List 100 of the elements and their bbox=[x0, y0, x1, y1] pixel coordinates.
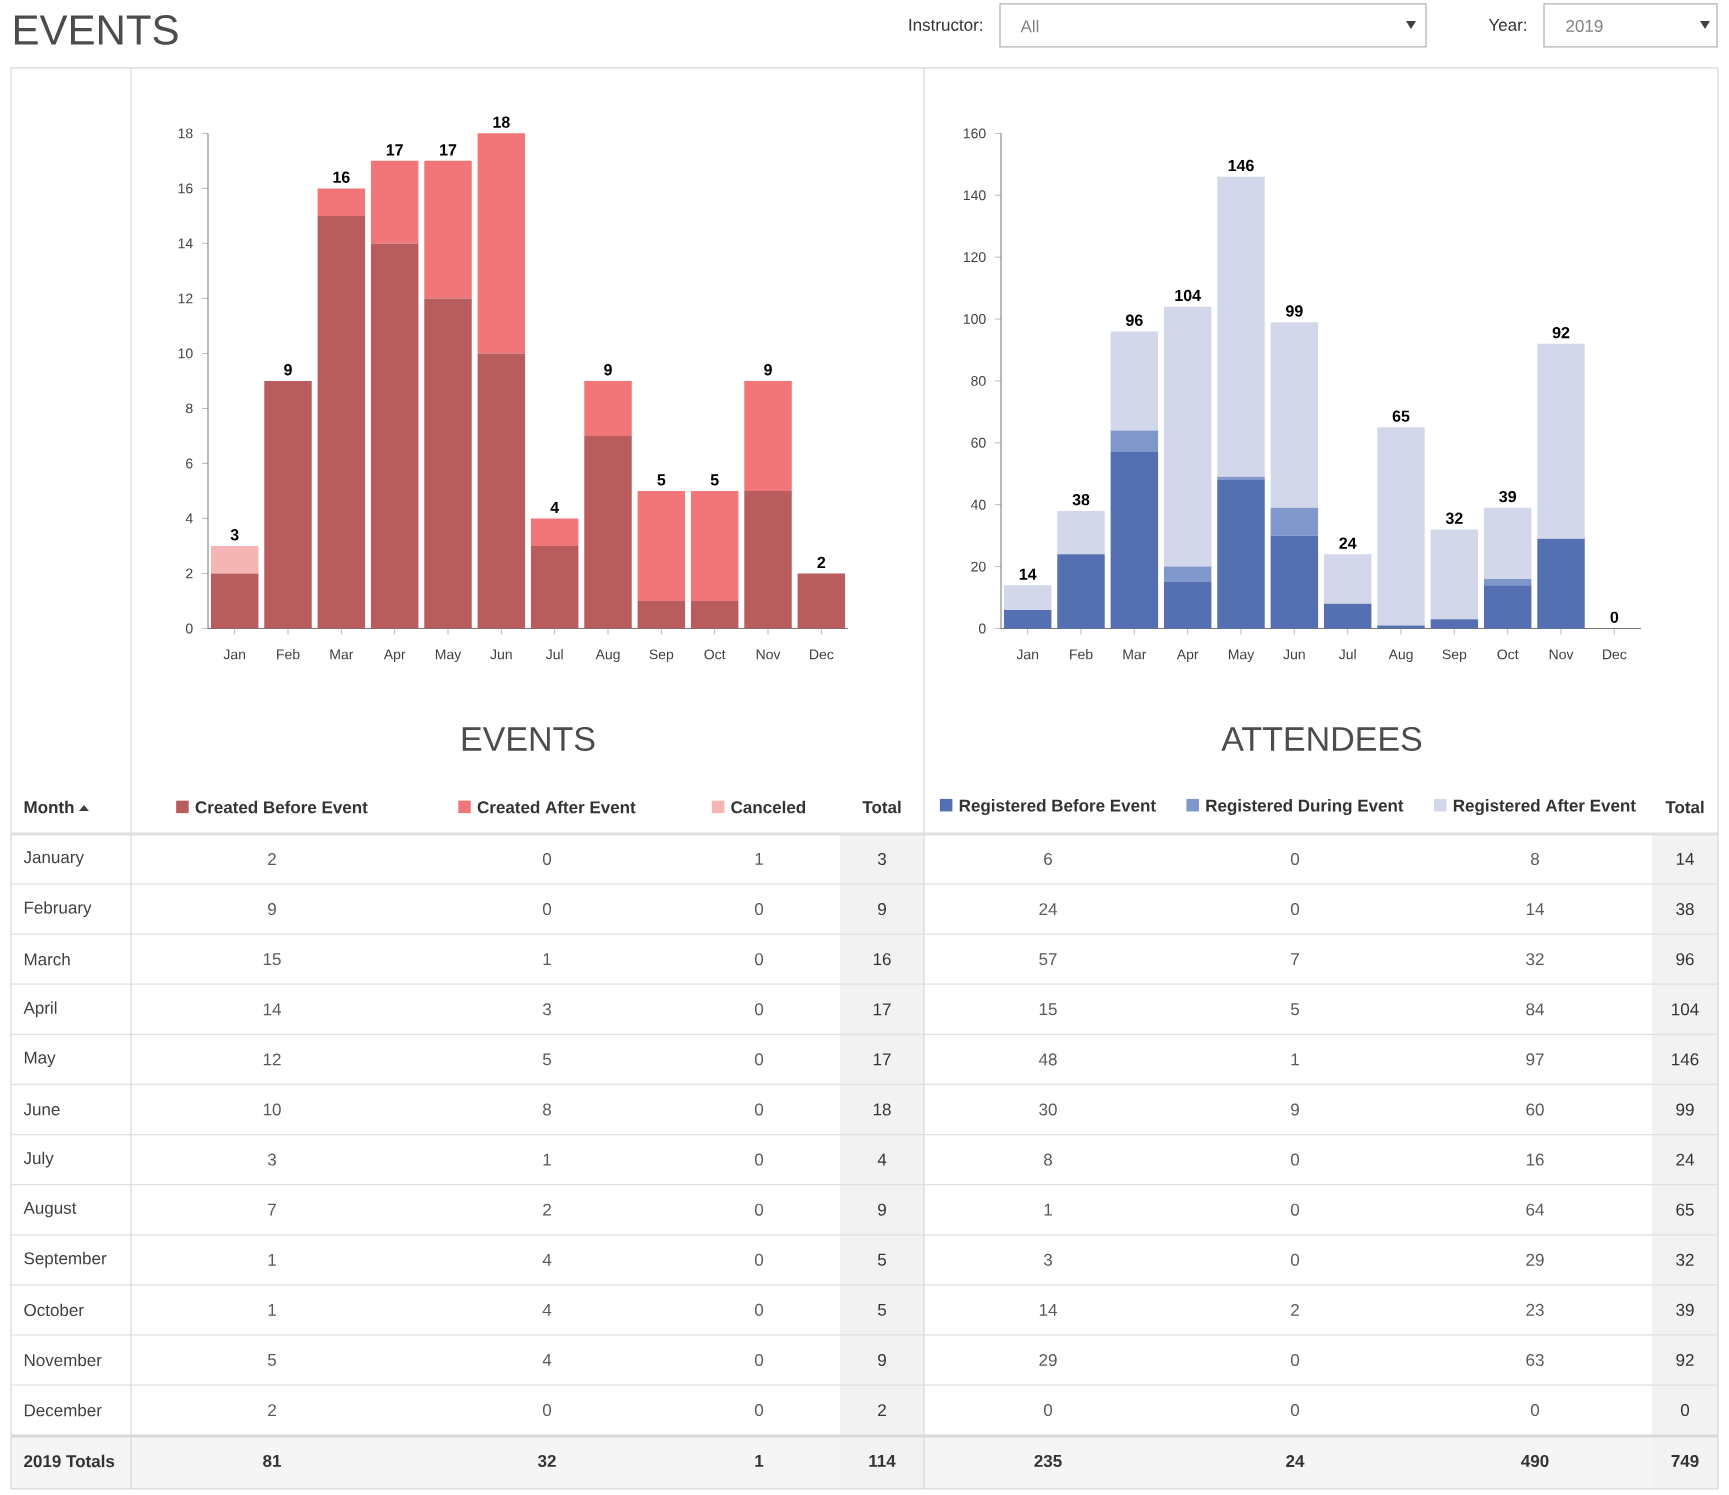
text: 8 bbox=[1531, 852, 1540, 865]
text: 14 bbox=[263, 1003, 281, 1016]
x-tick-label: Jan bbox=[1016, 649, 1039, 660]
text: 14 bbox=[1526, 903, 1544, 915]
total-label: 18 bbox=[493, 116, 510, 128]
total-label: 16 bbox=[333, 171, 350, 183]
x-tick-label: May bbox=[1228, 649, 1255, 663]
text: 17 bbox=[873, 1003, 891, 1016]
bar bbox=[264, 380, 312, 629]
x-tick-label: Aug bbox=[1388, 649, 1413, 663]
text: 48 bbox=[1038, 1053, 1057, 1066]
x-tick-label: Feb bbox=[1070, 649, 1093, 660]
x-tick-label: Sep bbox=[649, 649, 674, 663]
text: 0 bbox=[754, 953, 764, 966]
bar bbox=[637, 490, 686, 601]
text: 0 bbox=[1530, 1404, 1540, 1417]
total-label: 5 bbox=[657, 474, 666, 486]
bar bbox=[477, 133, 526, 354]
bar bbox=[1323, 554, 1372, 604]
text: 32 bbox=[1526, 953, 1544, 966]
text: 2 bbox=[268, 1404, 276, 1417]
text: 5 bbox=[542, 1053, 552, 1066]
text: 0 bbox=[754, 903, 764, 916]
text: 0 bbox=[754, 1353, 764, 1366]
text: 38 bbox=[1676, 903, 1694, 916]
text: 146 bbox=[1672, 1053, 1699, 1066]
bar bbox=[1270, 535, 1319, 629]
total-label: 38 bbox=[1072, 494, 1090, 506]
bar bbox=[210, 545, 259, 574]
text: 2 bbox=[878, 1404, 886, 1417]
text: Total bbox=[862, 800, 901, 814]
x-tick-label: Nov bbox=[756, 649, 781, 660]
text: February bbox=[24, 901, 92, 918]
bar bbox=[1537, 538, 1585, 629]
text: 7 bbox=[268, 1203, 276, 1216]
bar bbox=[584, 435, 632, 629]
text: 1 bbox=[755, 853, 763, 865]
text: 60 bbox=[1526, 1103, 1544, 1116]
text: 3 bbox=[542, 1003, 551, 1016]
text: 0 bbox=[1290, 1203, 1300, 1216]
text: 30 bbox=[1039, 1103, 1057, 1116]
text: 24 bbox=[1039, 903, 1057, 916]
bar bbox=[424, 298, 472, 629]
y-tick-label: 0 bbox=[978, 623, 986, 634]
total-label: 24 bbox=[1339, 537, 1357, 549]
y-tick-label: 4 bbox=[185, 513, 193, 524]
text: 96 bbox=[1676, 953, 1694, 966]
text: 14 bbox=[1676, 853, 1694, 865]
text: 0 bbox=[1290, 1153, 1300, 1166]
y-tick-label: 100 bbox=[963, 314, 986, 324]
text: 1 bbox=[1044, 1203, 1052, 1216]
text: 2 bbox=[1291, 1303, 1299, 1316]
x-tick-label: May bbox=[435, 649, 462, 663]
x-tick-label: Dec bbox=[810, 649, 834, 660]
y-tick-label: 14 bbox=[178, 238, 193, 249]
text: 12 bbox=[263, 1053, 281, 1066]
text: 6 bbox=[1044, 852, 1052, 865]
text: 5 bbox=[877, 1253, 887, 1266]
text: 8 bbox=[543, 1103, 552, 1116]
x-tick-label: Oct bbox=[704, 649, 726, 660]
bar bbox=[1270, 322, 1319, 508]
x-tick-label: Jun bbox=[1283, 649, 1305, 660]
text: 2019 bbox=[1566, 19, 1603, 32]
bar bbox=[1323, 603, 1372, 629]
text: 39 bbox=[1676, 1303, 1694, 1316]
text: 4 bbox=[877, 1153, 887, 1166]
text: 63 bbox=[1526, 1353, 1544, 1366]
text: 0 bbox=[754, 1153, 764, 1166]
text: 3 bbox=[877, 852, 886, 865]
bar bbox=[1163, 582, 1212, 629]
text: 24 bbox=[1286, 1455, 1305, 1467]
x-tick-label: Jan bbox=[223, 649, 246, 660]
text: 9 bbox=[1291, 1103, 1299, 1116]
text: 10 bbox=[263, 1103, 281, 1116]
legend-label: Created After Event bbox=[477, 800, 636, 814]
bar bbox=[1110, 331, 1159, 431]
text: 0 bbox=[754, 1253, 764, 1266]
text: 57 bbox=[1039, 953, 1057, 966]
bar bbox=[317, 215, 366, 629]
text: 14 bbox=[1039, 1304, 1057, 1316]
text: 0 bbox=[754, 1203, 764, 1216]
total-label: 5 bbox=[710, 474, 719, 486]
bar bbox=[1217, 476, 1265, 480]
bar bbox=[1163, 306, 1212, 567]
bar bbox=[424, 160, 472, 299]
x-tick-label: Mar bbox=[330, 649, 354, 660]
text: 84 bbox=[1526, 1003, 1544, 1016]
text: Month bbox=[24, 800, 74, 814]
text: 1 bbox=[268, 1253, 276, 1266]
total-label: 99 bbox=[1286, 305, 1303, 317]
bar bbox=[797, 573, 846, 629]
bar bbox=[1377, 427, 1425, 626]
text: 4 bbox=[542, 1354, 552, 1366]
text: December bbox=[24, 1403, 102, 1417]
total-label: 39 bbox=[1499, 490, 1516, 503]
text: 114 bbox=[869, 1455, 896, 1467]
text: 0 bbox=[542, 1404, 552, 1417]
text: 0 bbox=[1290, 1353, 1300, 1366]
text: 3 bbox=[267, 1153, 276, 1166]
text: 0 bbox=[754, 1404, 764, 1417]
